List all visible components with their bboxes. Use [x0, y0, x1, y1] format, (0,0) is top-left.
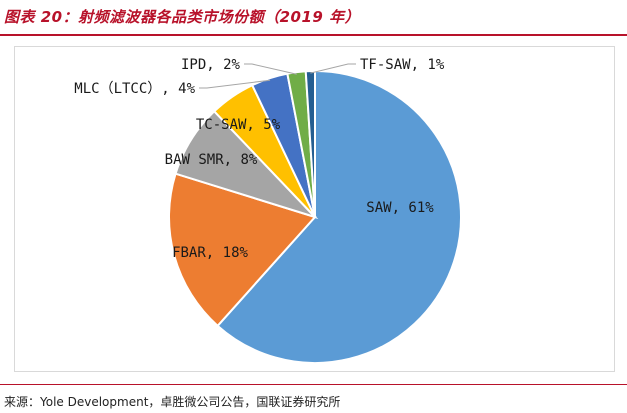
title-rule — [0, 34, 627, 36]
pie-chart: SAW, 61% FBAR, 18% BAW SMR, 8% TC-SAW, 5% ML… — [74, 57, 462, 364]
slice-label: FBAR, 18% — [172, 245, 248, 261]
leader-line — [310, 63, 356, 74]
slice-label: IPD, 2% — [181, 57, 241, 73]
chart-area: SAW, 61% FBAR, 18% BAW SMR, 8% TC-SAW, 5% ML… — [14, 46, 615, 372]
leader-line — [244, 63, 297, 75]
slice-label: TC-SAW, 5% — [196, 117, 281, 133]
leader-line — [199, 79, 271, 89]
figure-title: 图表 20：射频滤波器各品类市场份额（2019 年） — [4, 8, 361, 26]
source-note: 来源：Yole Development，卓胜微公司公告，国联证券研究所 — [4, 395, 341, 409]
pie-slice-tf-saw — [304, 69, 316, 218]
pie-slices — [168, 69, 462, 364]
leader-lines — [199, 63, 356, 89]
slice-labels: SAW, 61% FBAR, 18% BAW SMR, 8% TC-SAW, 5% ML… — [74, 57, 445, 261]
slice-label: TF-SAW, 1% — [360, 57, 445, 73]
slice-label: BAW SMR, 8% — [165, 152, 258, 168]
pie-slice-saw — [216, 69, 462, 364]
slice-label: MLC（LTCC）, 4% — [74, 81, 195, 97]
slice-label: SAW, 61% — [366, 200, 434, 216]
source-rule — [0, 384, 627, 385]
pie-slice-fbar — [168, 172, 317, 328]
